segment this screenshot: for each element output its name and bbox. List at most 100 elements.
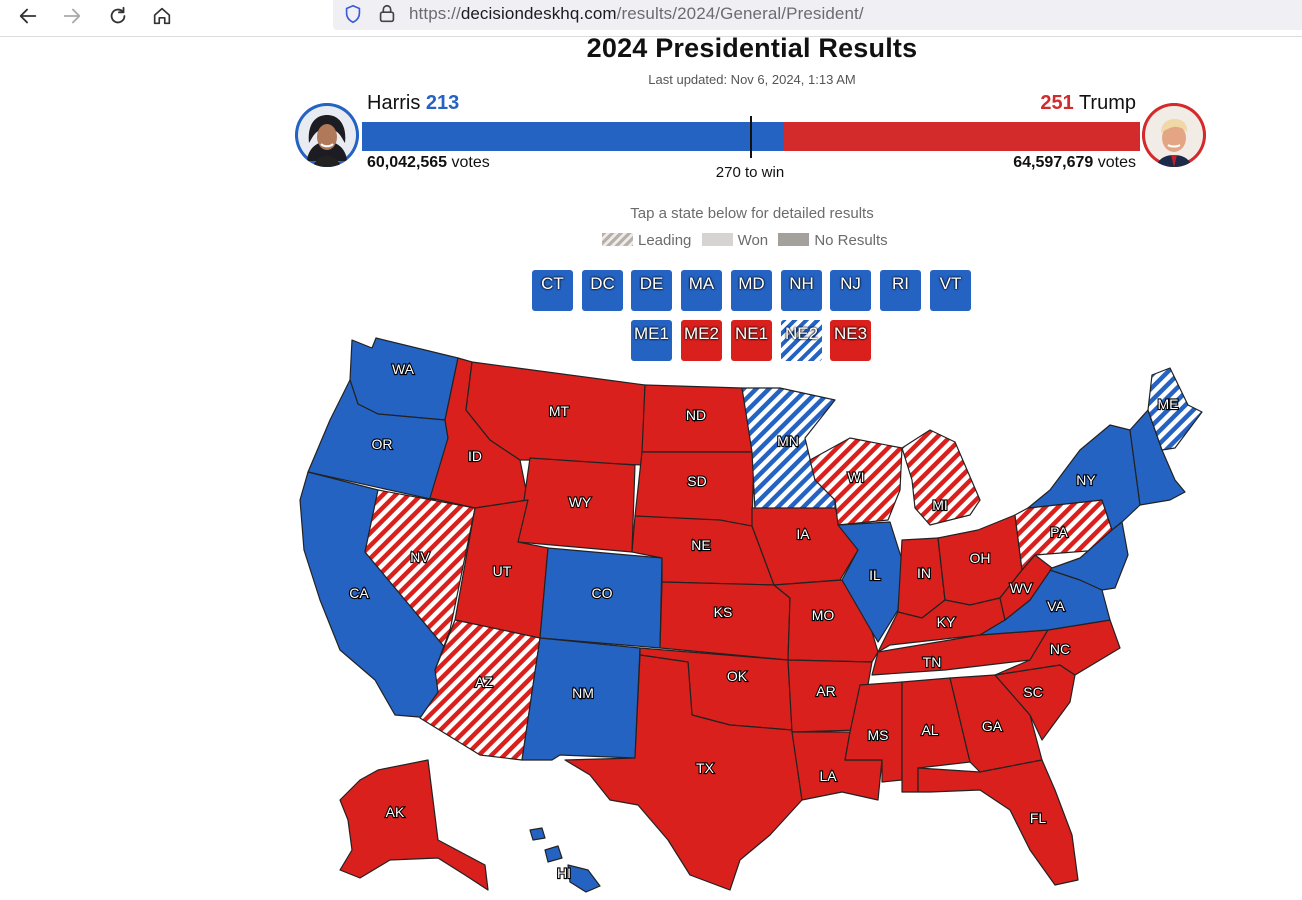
label-wa: WA (392, 361, 415, 377)
state-box-ne3[interactable]: NE3 (830, 320, 871, 361)
state-box-me2[interactable]: ME2 (681, 320, 722, 361)
label-nm: NM (572, 685, 594, 701)
legend-won: Won (701, 232, 769, 249)
legend-no-results-label: No Results (814, 232, 888, 249)
state-mi[interactable] (901, 429, 981, 526)
back-button[interactable] (13, 2, 43, 30)
state-box-nh[interactable]: NH (781, 270, 822, 311)
harris-label: Harris 213 (367, 92, 459, 115)
label-id: ID (468, 448, 482, 464)
state-me[interactable] (1147, 367, 1203, 451)
url-path: /results/2024/General/President/ (616, 4, 864, 23)
label-va: VA (1047, 598, 1065, 614)
label-ok: OK (727, 668, 748, 684)
label-oh: OH (970, 550, 991, 566)
harris-avatar (295, 103, 359, 167)
label-mt: MT (549, 403, 570, 419)
state-mn[interactable] (741, 387, 836, 511)
legend-leading: Leading (602, 232, 691, 249)
legend-no-results: No Results (778, 232, 888, 249)
leading-swatch (602, 233, 633, 246)
us-election-map: WA OR CA NV ID MT WY UT AZ CO NM ND SD N… (299, 337, 1203, 893)
state-box-ct[interactable]: CT (532, 270, 573, 311)
label-ny: NY (1076, 472, 1096, 488)
url-scheme: https:// (409, 4, 461, 23)
state-fl[interactable] (917, 759, 1079, 886)
state-ak[interactable] (339, 759, 489, 891)
legend-leading-label: Leading (638, 232, 692, 249)
won-swatch (701, 233, 733, 246)
trump-ev-segment (784, 122, 1140, 151)
harris-portrait-icon (295, 103, 359, 167)
label-or: OR (372, 436, 393, 452)
shield-icon[interactable] (342, 3, 364, 25)
label-mo: MO (812, 607, 835, 623)
label-az: AZ (475, 674, 493, 690)
label-ca: CA (349, 585, 369, 601)
to-win-label: 270 to win (715, 164, 785, 181)
state-mid-atlantic[interactable] (1049, 521, 1129, 591)
trump-portrait-icon (1142, 103, 1206, 167)
label-la: LA (819, 768, 837, 784)
label-tx: TX (696, 760, 715, 776)
label-wv: WV (1010, 580, 1033, 596)
label-sd: SD (687, 473, 706, 489)
state-hi[interactable] (529, 827, 601, 893)
state-box-ma[interactable]: MA (681, 270, 722, 311)
trump-electoral-votes: 251 (1040, 92, 1074, 114)
harris-votes-count: 60,042,565 (367, 154, 448, 171)
state-box-de[interactable]: DE (631, 270, 672, 311)
no-results-swatch (778, 233, 810, 246)
state-box-vt[interactable]: VT (930, 270, 971, 311)
state-wi[interactable] (809, 437, 903, 526)
home-button[interactable] (147, 2, 177, 30)
label-co: CO (592, 585, 613, 601)
reload-button[interactable] (103, 2, 133, 30)
label-tn: TN (923, 654, 942, 670)
state-tx[interactable] (564, 654, 803, 891)
label-fl: FL (1030, 810, 1047, 826)
lock-icon[interactable] (376, 3, 398, 25)
arrow-right-icon (63, 8, 81, 24)
label-sc: SC (1023, 684, 1042, 700)
label-nc: NC (1050, 641, 1070, 657)
label-ks: KS (714, 604, 733, 620)
state-box-dc[interactable]: DC (582, 270, 623, 311)
state-box-nj[interactable]: NJ (830, 270, 871, 311)
url-text[interactable]: https://decisiondeskhq.com/results/2024/… (409, 4, 864, 24)
legend: Leading Won No Results (602, 232, 894, 249)
label-ar: AR (816, 683, 835, 699)
state-ks[interactable] (659, 581, 791, 661)
label-ne: NE (691, 537, 710, 553)
page-title: 2024 Presidential Results (586, 33, 918, 63)
label-ia: IA (796, 526, 810, 542)
label-il: IL (869, 567, 881, 583)
state-box-ne1[interactable]: NE1 (731, 320, 772, 361)
arrow-left-icon (19, 8, 37, 24)
label-ms: MS (868, 727, 889, 743)
trump-votes-suffix: votes (1097, 154, 1136, 171)
harris-votes-suffix: votes (451, 154, 490, 171)
trump-avatar (1142, 103, 1206, 167)
forward-button[interactable] (57, 2, 87, 30)
label-nd: ND (686, 407, 706, 423)
trump-votes-count: 64,597,679 (1013, 154, 1094, 171)
label-mn: MN (777, 433, 799, 449)
label-mi: MI (932, 497, 948, 513)
state-box-ne2[interactable]: NE2 (781, 320, 822, 361)
state-box-ri[interactable]: RI (880, 270, 921, 311)
address-bar[interactable]: https://decisiondeskhq.com/results/2024/… (333, 0, 1302, 30)
state-sd[interactable] (634, 451, 755, 527)
harris-ev-segment (362, 122, 828, 151)
browser-toolbar: https://decisiondeskhq.com/results/2024/… (0, 0, 1302, 37)
state-il[interactable] (837, 521, 903, 643)
label-me: ME (1158, 396, 1179, 412)
state-box-md[interactable]: MD (731, 270, 772, 311)
state-box-me1[interactable]: ME1 (631, 320, 672, 361)
label-ga: GA (982, 718, 1003, 734)
label-hi: HI (557, 865, 571, 881)
trump-name: Trump (1078, 92, 1136, 114)
legend-won-label: Won (737, 232, 769, 249)
label-pa: PA (1050, 524, 1068, 540)
label-ky: KY (937, 614, 956, 630)
